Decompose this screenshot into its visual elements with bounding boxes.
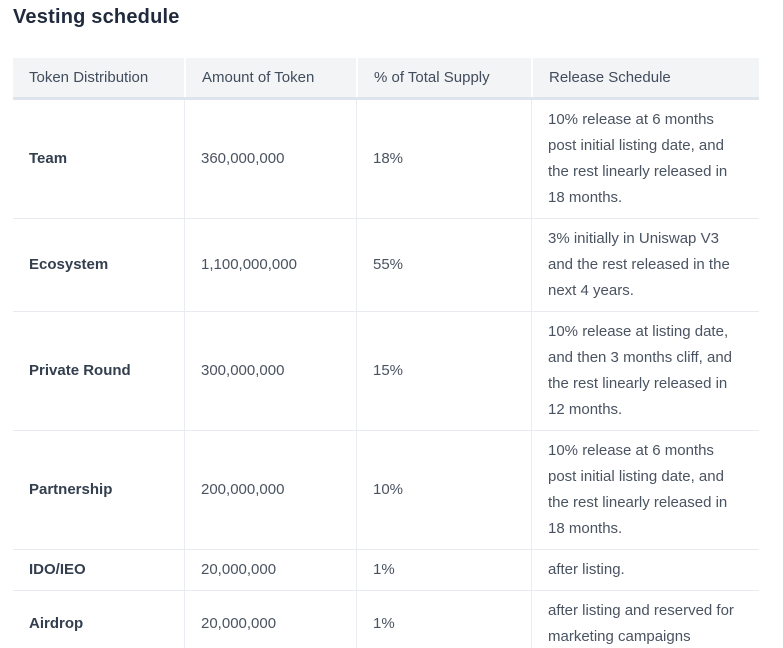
cell-release-schedule: 10% release at 6 months post initial lis… bbox=[531, 100, 759, 218]
cell-distribution: Ecosystem bbox=[29, 256, 109, 273]
column-header-release-schedule: Release Schedule bbox=[531, 58, 759, 97]
cell-percent: 15% bbox=[356, 312, 531, 430]
cell-amount: 360,000,000 bbox=[184, 100, 356, 218]
cell-release-schedule: after listing. bbox=[531, 550, 759, 590]
table-row-airdrop: Airdrop 20,000,000 1% after listing and … bbox=[13, 590, 759, 648]
page-title: Vesting schedule bbox=[13, 6, 180, 28]
cell-amount: 300,000,000 bbox=[184, 312, 356, 430]
column-header-amount-of-token: Amount of Token bbox=[184, 58, 356, 97]
column-header-token-distribution: Token Distribution bbox=[29, 69, 149, 86]
cell-amount: 20,000,000 bbox=[184, 591, 356, 648]
cell-release-schedule: 3% initially in Uniswap V3 and the rest … bbox=[531, 219, 759, 311]
table-header-row: Token Distribution Amount of Token % of … bbox=[13, 58, 759, 97]
cell-release-schedule: after listing and reserved for marketing… bbox=[531, 591, 759, 648]
cell-amount: 1,100,000,000 bbox=[184, 219, 356, 311]
table-row-ecosystem: Ecosystem 1,100,000,000 55% 3% initially… bbox=[13, 218, 759, 311]
cell-percent: 1% bbox=[356, 550, 531, 590]
cell-distribution: Airdrop bbox=[29, 615, 84, 632]
table-row-team: Team 360,000,000 18% 10% release at 6 mo… bbox=[13, 100, 759, 218]
cell-distribution: Partnership bbox=[29, 481, 113, 498]
cell-percent: 55% bbox=[356, 219, 531, 311]
table-row-private-round: Private Round 300,000,000 15% 10% releas… bbox=[13, 311, 759, 430]
column-header-percent-of-total-supply: % of Total Supply bbox=[356, 58, 531, 97]
table-body: Team 360,000,000 18% 10% release at 6 mo… bbox=[13, 97, 759, 648]
cell-amount: 200,000,000 bbox=[184, 431, 356, 549]
cell-release-schedule: 10% release at listing date, and then 3 … bbox=[531, 312, 759, 430]
cell-amount: 20,000,000 bbox=[184, 550, 356, 590]
cell-distribution: Team bbox=[29, 150, 68, 167]
table-row-ido-ieo: IDO/IEO 20,000,000 1% after listing. bbox=[13, 549, 759, 590]
cell-percent: 1% bbox=[356, 591, 531, 648]
vesting-schedule-table: Token Distribution Amount of Token % of … bbox=[13, 58, 759, 648]
cell-percent: 18% bbox=[356, 100, 531, 218]
table-row-partnership: Partnership 200,000,000 10% 10% release … bbox=[13, 430, 759, 549]
cell-distribution: Private Round bbox=[29, 362, 131, 379]
cell-release-schedule: 10% release at 6 months post initial lis… bbox=[531, 431, 759, 549]
cell-distribution: IDO/IEO bbox=[29, 561, 86, 578]
cell-percent: 10% bbox=[356, 431, 531, 549]
